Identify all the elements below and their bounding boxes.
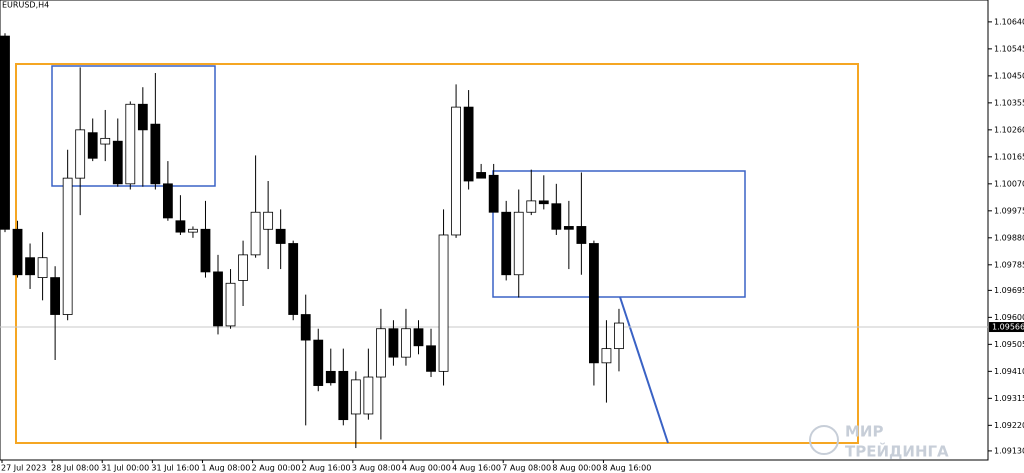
- x-tick-label: 3 Aug 08:00: [352, 464, 401, 473]
- plot-frame: [0, 0, 989, 461]
- candle-body: [476, 172, 487, 179]
- candle-body: [513, 211, 524, 276]
- candle-body: [250, 211, 261, 256]
- candle-body: [50, 277, 61, 315]
- x-tick-label: 31 Jul 16:00: [151, 464, 199, 473]
- candle-body: [601, 348, 612, 364]
- candle-body: [275, 228, 286, 244]
- candle-body: [563, 226, 574, 230]
- y-tick-label: 1.09505: [994, 340, 1024, 349]
- candle-body: [488, 174, 499, 213]
- y-tick-label: 1.09130: [994, 446, 1024, 455]
- y-tick-label: 1.10545: [994, 44, 1024, 53]
- candle-body: [37, 257, 48, 278]
- x-tick-label: 31 Jul 00:00: [101, 464, 149, 473]
- candle-body: [150, 123, 161, 185]
- candle-body: [538, 200, 549, 205]
- y-tick-label: 1.09315: [994, 394, 1024, 403]
- candle-body: [313, 339, 324, 386]
- candle-body: [363, 376, 374, 415]
- candle-body: [188, 228, 198, 233]
- watermark: МИР ТРЕЙДИНГА: [809, 423, 949, 461]
- candle-body: [526, 200, 537, 213]
- y-tick-label: 1.09410: [994, 367, 1024, 376]
- y-tick-label: 1.10640: [994, 17, 1024, 26]
- candle-body: [288, 243, 299, 315]
- x-tick-label: 7 Aug 08:00: [502, 464, 551, 473]
- candle-body: [162, 183, 173, 219]
- y-tick-label: 1.09695: [994, 286, 1024, 295]
- candle-body: [87, 132, 98, 159]
- y-tick-label: 1.10165: [994, 152, 1024, 161]
- y-tick-label: 1.10070: [994, 179, 1024, 188]
- x-tick-label: 4 Aug 00:00: [402, 464, 451, 473]
- candle-body: [100, 137, 111, 145]
- candle-body: [451, 106, 461, 236]
- candle-body: [338, 370, 349, 421]
- watermark-icon: [809, 425, 839, 455]
- candle-body: [175, 220, 186, 233]
- watermark-text: ТРЕЙДИНГА: [845, 442, 949, 461]
- candle-body: [375, 328, 386, 378]
- candle-body: [263, 211, 274, 230]
- candle-body: [300, 314, 311, 341]
- candle-body: [238, 254, 248, 281]
- x-tick-label: 8 Aug 16:00: [602, 464, 651, 473]
- x-tick-label: 27 Jul 2023: [1, 464, 46, 473]
- candle-body: [200, 228, 211, 273]
- y-tick-label: 1.09880: [994, 233, 1024, 242]
- zone-rectangle: [492, 170, 746, 298]
- x-tick-label: 28 Jul 08:00: [51, 464, 99, 473]
- candle-body: [388, 328, 399, 358]
- candle-body: [137, 103, 148, 131]
- candle-body: [75, 129, 86, 179]
- trend-line: [619, 296, 669, 444]
- x-tick-label: 2 Aug 16:00: [302, 464, 351, 473]
- x-tick-label: 8 Aug 00:00: [552, 464, 601, 473]
- current-price-label: 1.09566: [992, 323, 1024, 332]
- watermark-text: МИР: [845, 423, 883, 441]
- y-tick-label: 1.09220: [994, 421, 1024, 430]
- y-tick-label: 1.09785: [994, 260, 1024, 269]
- candle-body: [438, 234, 449, 372]
- candle-body: [401, 328, 411, 358]
- candle-body: [225, 282, 236, 327]
- y-tick-label: 1.10355: [994, 98, 1024, 107]
- candle-body: [576, 226, 587, 244]
- current-price-tag: [989, 322, 1024, 333]
- candle-body: [62, 177, 73, 315]
- chart-title: EURUSD,H4: [2, 1, 49, 10]
- y-tick-label: 1.10450: [994, 71, 1024, 80]
- candle-body: [614, 322, 624, 350]
- candle-body: [589, 243, 599, 364]
- candle-body: [12, 228, 23, 276]
- candle-body: [501, 211, 512, 276]
- candle-body: [350, 379, 361, 415]
- candle-body: [325, 370, 336, 384]
- y-tick-label: 1.09600: [994, 313, 1024, 322]
- candle-body: [551, 203, 562, 230]
- candle-body: [0, 35, 10, 230]
- x-tick-label: 1 Aug 08:00: [201, 464, 250, 473]
- x-tick-label: 2 Aug 00:00: [252, 464, 301, 473]
- x-tick-label: 4 Aug 16:00: [452, 464, 501, 473]
- candle-body: [426, 345, 436, 372]
- y-tick-label: 1.10260: [994, 125, 1024, 134]
- candle-body: [125, 103, 136, 185]
- candle-body: [413, 328, 424, 347]
- candle-body: [25, 257, 35, 276]
- candle-body: [112, 140, 123, 185]
- zone-rectangle: [51, 65, 216, 187]
- candle-body: [463, 106, 474, 182]
- candle-body: [213, 271, 223, 327]
- y-tick-label: 1.09975: [994, 206, 1024, 215]
